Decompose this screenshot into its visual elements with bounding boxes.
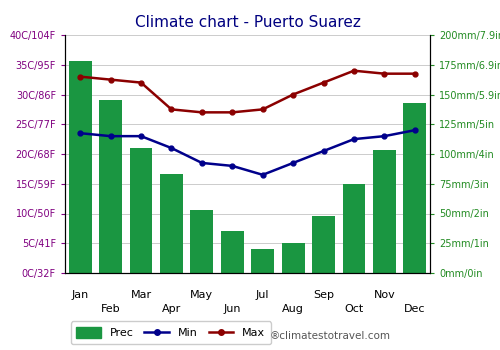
Bar (221, 231, 244, 273)
Bar (373, 150, 396, 273)
Bar (342, 184, 365, 273)
Text: Sep: Sep (313, 290, 334, 300)
Text: Jan: Jan (72, 290, 89, 300)
Text: Oct: Oct (344, 303, 364, 314)
Text: Feb: Feb (101, 303, 120, 314)
Text: May: May (190, 290, 214, 300)
Title: Climate chart - Puerto Suarez: Climate chart - Puerto Suarez (134, 15, 360, 30)
Bar (160, 174, 183, 273)
Text: ®climatestotravel.com: ®climatestotravel.com (270, 331, 391, 341)
Text: Jun: Jun (224, 303, 241, 314)
Bar (404, 103, 426, 273)
Bar (69, 61, 92, 273)
Bar (282, 243, 304, 273)
Text: Aug: Aug (282, 303, 304, 314)
Bar (252, 249, 274, 273)
Text: Apr: Apr (162, 303, 181, 314)
Text: Dec: Dec (404, 303, 425, 314)
Text: Jul: Jul (256, 290, 270, 300)
Bar (130, 148, 152, 273)
Bar (99, 100, 122, 273)
Text: Nov: Nov (374, 290, 395, 300)
Text: Mar: Mar (130, 290, 152, 300)
Bar (190, 210, 214, 273)
Bar (312, 216, 335, 273)
Legend: Prec, Min, Max: Prec, Min, Max (70, 321, 271, 344)
